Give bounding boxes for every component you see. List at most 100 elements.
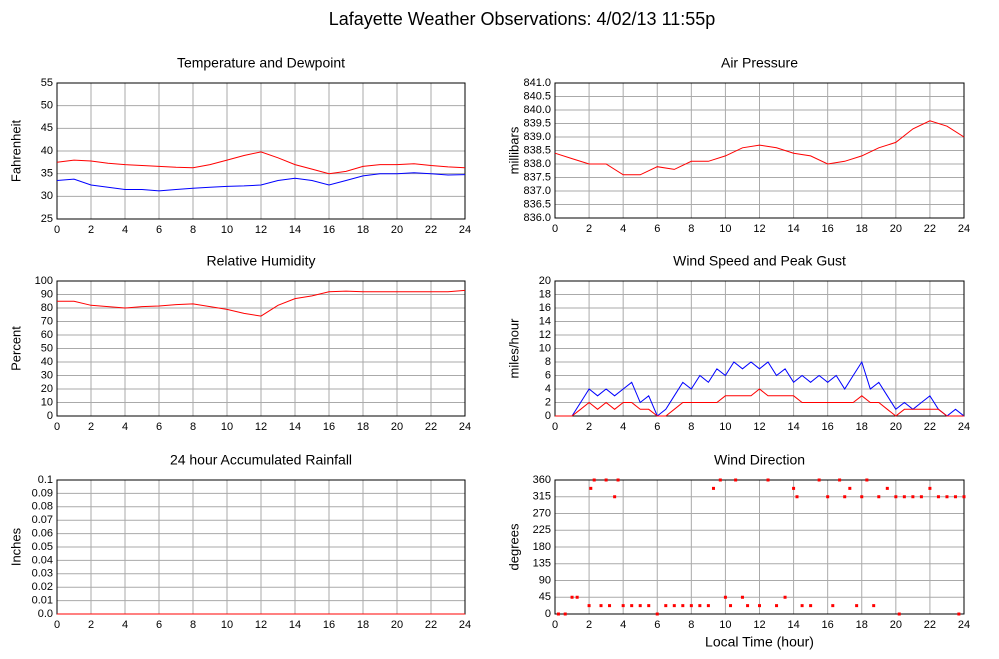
x-tick-label: 4 <box>122 224 128 236</box>
x-tick-label: 8 <box>190 421 196 433</box>
x-tick-label: 22 <box>924 619 936 631</box>
x-tick-label: 0 <box>552 619 558 631</box>
x-tick-label: 16 <box>323 224 335 236</box>
data-point <box>689 604 693 608</box>
data-point <box>817 478 821 482</box>
y-tick-label: 840.0 <box>523 104 551 116</box>
y-tick-label: 100 <box>35 275 53 287</box>
y-tick-label: 0.1 <box>38 474 53 486</box>
y-tick-label: 45 <box>539 591 551 603</box>
x-tick-label: 12 <box>255 619 267 631</box>
y-tick-label: 6 <box>545 369 551 381</box>
data-point <box>860 495 864 499</box>
x-tick-label: 18 <box>856 421 868 433</box>
y-tick-label: 135 <box>533 558 551 570</box>
x-tick-label: 16 <box>822 421 834 433</box>
data-point <box>608 604 612 608</box>
data-point <box>746 604 750 608</box>
data-point <box>911 495 915 499</box>
data-line <box>555 388 964 417</box>
x-tick-label: 10 <box>719 223 731 235</box>
x-tick-label: 6 <box>156 421 162 433</box>
data-point <box>928 486 932 490</box>
x-tick-label: 14 <box>289 421 301 433</box>
data-point <box>589 486 593 490</box>
x-tick-label: 6 <box>156 619 162 631</box>
data-point <box>706 604 710 608</box>
data-point <box>592 478 596 482</box>
y-tick-label: 60 <box>41 329 53 341</box>
x-tick-label: 16 <box>323 619 335 631</box>
x-tick-label: 0 <box>552 223 558 235</box>
data-point <box>599 604 603 608</box>
y-tick-label: 0.07 <box>32 514 53 526</box>
data-line <box>56 172 466 192</box>
x-tick-label: 14 <box>787 619 799 631</box>
x-tick-label: 24 <box>459 421 471 433</box>
x-tick-label: 6 <box>654 421 660 433</box>
x-tick-label: 16 <box>323 421 335 433</box>
x-tick-label: 18 <box>856 619 868 631</box>
data-point <box>638 604 642 608</box>
x-tick-label: 20 <box>391 224 403 236</box>
data-line <box>56 151 466 175</box>
y-tick-label: 360 <box>533 474 551 486</box>
plot-frame <box>56 280 466 417</box>
x-tick-label: 2 <box>88 224 94 236</box>
data-point <box>894 495 898 499</box>
data-point <box>826 495 830 499</box>
y-tick-label: 20 <box>539 275 551 287</box>
data-point <box>795 495 799 499</box>
data-point <box>613 495 617 499</box>
y-axis-label: Percent <box>8 326 23 371</box>
y-axis-label: millibars <box>506 126 521 174</box>
x-tick-label: 20 <box>890 223 902 235</box>
data-line <box>555 360 965 417</box>
y-tick-label: 30 <box>41 369 53 381</box>
data-point <box>809 604 813 608</box>
x-tick-label: 0 <box>54 224 60 236</box>
data-point <box>800 604 804 608</box>
x-tick-label: 16 <box>822 619 834 631</box>
page-title: Lafayette Weather Observations: 4/02/13 … <box>329 9 716 29</box>
x-tick-label: 2 <box>586 619 592 631</box>
y-tick-label: 70 <box>41 315 53 327</box>
y-tick-label: 838.5 <box>523 144 551 156</box>
data-point <box>865 478 869 482</box>
x-tick-label: 8 <box>190 224 196 236</box>
data-point <box>843 495 847 499</box>
y-axis-label: miles/hour <box>506 318 521 379</box>
data-point <box>775 604 779 608</box>
x-tick-label: 14 <box>289 224 301 236</box>
x-tick-label: 0 <box>54 421 60 433</box>
y-tick-label: 836.5 <box>523 198 551 210</box>
data-point <box>957 612 961 616</box>
data-point <box>575 595 579 599</box>
x-tick-label: 4 <box>620 619 626 631</box>
plot-frame <box>554 280 965 417</box>
y-axis-label: Inches <box>8 527 23 566</box>
x-tick-label: 24 <box>958 619 970 631</box>
x-tick-label: 2 <box>586 223 592 235</box>
y-tick-label: 0.01 <box>32 595 53 607</box>
y-tick-label: 315 <box>533 491 551 503</box>
x-tick-label: 24 <box>459 224 471 236</box>
x-tick-label: 0 <box>552 421 558 433</box>
y-tick-label: 4 <box>545 383 551 395</box>
y-tick-label: 12 <box>539 329 551 341</box>
y-tick-label: 20 <box>41 383 53 395</box>
data-point <box>655 612 659 616</box>
data-point <box>758 604 761 608</box>
y-tick-label: 10 <box>41 396 53 408</box>
x-tick-label: 12 <box>753 223 765 235</box>
y-tick-label: 45 <box>41 122 53 134</box>
x-tick-label: 16 <box>822 223 834 235</box>
chart-title: Temperature and Dewpoint <box>177 55 345 71</box>
x-tick-label: 10 <box>719 619 731 631</box>
y-tick-label: 837.0 <box>523 185 551 197</box>
x-tick-label: 24 <box>958 223 970 235</box>
data-point <box>630 604 634 608</box>
x-tick-label: 10 <box>221 421 233 433</box>
x-tick-label: 24 <box>459 619 471 631</box>
y-tick-label: 0 <box>545 608 551 620</box>
